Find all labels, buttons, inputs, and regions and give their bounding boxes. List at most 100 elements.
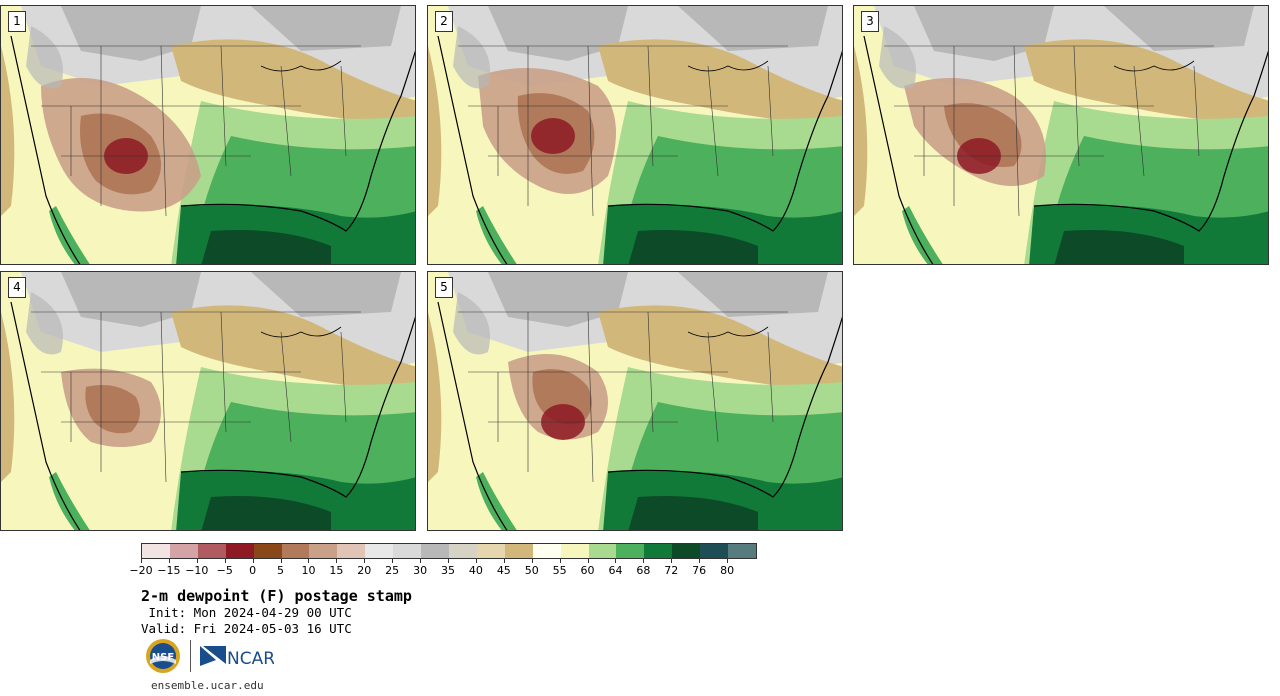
colorbar-tick-mark (699, 559, 701, 563)
colorbar-tick-mark (364, 559, 366, 563)
colorbar-tick-label: 35 (441, 564, 455, 577)
colorbar-tick-mark (448, 559, 449, 563)
colorbar-tick-label: 0 (249, 564, 257, 577)
dewpoint-field (428, 6, 842, 264)
colorbar-swatch (142, 544, 170, 558)
state-borders (31, 45, 361, 217)
colorbar-tick-label: 5 (277, 564, 285, 577)
colorbar-tick-mark (559, 559, 561, 563)
dewpoint-field (1, 272, 415, 530)
colorbar-tick-label: 15 (329, 564, 344, 577)
ensemble-url[interactable]: ensemble.ucar.edu (151, 679, 264, 692)
colorbar-swatch (365, 544, 394, 558)
colorbar-tick-label: −10 (185, 564, 209, 577)
colorbar-tick-mark (308, 559, 310, 563)
colorbar-swatch (225, 544, 254, 558)
nsf-logo-text: NSF (152, 652, 174, 663)
colorbar-tick-label: 25 (385, 564, 400, 577)
init-time: Init: Mon 2024-04-29 00 UTC (141, 605, 352, 620)
ncar-logo-text: NCAR (227, 649, 274, 668)
postage-stamp-panel[interactable]: 1 (0, 5, 416, 265)
colorbar-tick-mark (531, 559, 533, 563)
state-borders (884, 45, 1214, 217)
coastline (10, 301, 415, 530)
colorbar (141, 543, 757, 559)
colorbar-tick-mark (252, 559, 254, 563)
colorbar-tick-mark (196, 559, 198, 563)
dewpoint-field (428, 272, 842, 530)
colorbar-swatch (672, 544, 701, 558)
colorbar-swatch (532, 544, 561, 558)
dewpoint-map (428, 272, 842, 530)
colorbar-tick-label: −15 (157, 564, 181, 577)
panel-number: 5 (435, 277, 453, 298)
colorbar-tick-label: 50 (524, 564, 539, 577)
colorbar-swatch (309, 544, 338, 558)
dewpoint-map (1, 272, 415, 530)
colorbar-tick-label: 72 (664, 564, 679, 577)
colorbar-tick-mark (727, 559, 729, 563)
colorbar-tick-mark (392, 559, 394, 563)
colorbar-tick-mark (587, 559, 589, 563)
colorbar-swatch (337, 544, 366, 558)
state-borders (458, 311, 788, 483)
figure-title: 2-m dewpoint (F) postage stamp (141, 587, 412, 605)
colorbar-tick-label: 60 (580, 564, 595, 577)
postage-stamp-panel[interactable]: 3 (853, 5, 1269, 265)
colorbar-tick-label: 45 (496, 564, 511, 577)
coastline (437, 35, 842, 264)
dewpoint-map (1, 6, 415, 264)
colorbar-swatch (560, 544, 589, 558)
state-borders (31, 311, 361, 483)
coastline (437, 301, 842, 530)
colorbar-tick-mark (420, 559, 422, 563)
dewpoint-field (854, 6, 1268, 264)
panel-number: 4 (8, 277, 26, 298)
colorbar-tick-label: −20 (129, 564, 153, 577)
postage-stamp-panel[interactable]: 5 (427, 271, 843, 531)
valid-time: Valid: Fri 2024-05-03 16 UTC (141, 621, 352, 636)
colorbar-swatch (393, 544, 422, 558)
colorbar-tick-mark (168, 559, 170, 563)
colorbar-tick-label: 80 (720, 564, 735, 577)
colorbar-swatch (504, 544, 533, 558)
panel-number: 3 (861, 11, 879, 32)
dewpoint-map (428, 6, 842, 264)
colorbar-tick-mark (141, 559, 142, 563)
colorbar-tick-label: 20 (357, 564, 372, 577)
colorbar-tick-mark (671, 559, 673, 563)
colorbar-swatch (448, 544, 477, 558)
coastline (10, 35, 415, 264)
nsf-logo: NSF (146, 639, 180, 673)
dewpoint-field (1, 6, 415, 264)
colorbar-tick-label: 40 (468, 564, 483, 577)
colorbar-tick-mark (643, 559, 645, 563)
colorbar-tick-mark (615, 559, 617, 563)
colorbar-tick-label: −5 (216, 564, 233, 577)
colorbar-swatch (616, 544, 645, 558)
colorbar-tick-label: 64 (608, 564, 623, 577)
postage-stamp-panel[interactable]: 4 (0, 271, 416, 531)
colorbar-swatch (728, 544, 756, 558)
colorbar-tick-mark (336, 559, 338, 563)
logos: NSF NCAR (145, 638, 274, 674)
colorbar-swatch (197, 544, 226, 558)
coastline (863, 35, 1268, 264)
dewpoint-map (854, 6, 1268, 264)
colorbar-tick-label: 55 (552, 564, 567, 577)
colorbar-swatch (281, 544, 310, 558)
colorbar-swatch (421, 544, 449, 558)
postage-stamp-panel[interactable]: 2 (427, 5, 843, 265)
colorbar-tick-label: 10 (301, 564, 316, 577)
panel-number: 2 (435, 11, 453, 32)
colorbar-tick-mark (224, 559, 226, 563)
colorbar-swatch (588, 544, 617, 558)
colorbar-tick-label: 76 (692, 564, 707, 577)
colorbar-swatch (476, 544, 505, 558)
colorbar-legend: −20 −15 −10 −5 0 5 10 15 20 25 30 35 40 45 50 55 60 64 68 7… (129, 543, 781, 577)
panel-number: 1 (8, 11, 26, 32)
colorbar-tick-mark (280, 559, 282, 563)
colorbar-swatch (700, 544, 729, 558)
colorbar-swatch (644, 544, 673, 558)
colorbar-swatch (253, 544, 282, 558)
